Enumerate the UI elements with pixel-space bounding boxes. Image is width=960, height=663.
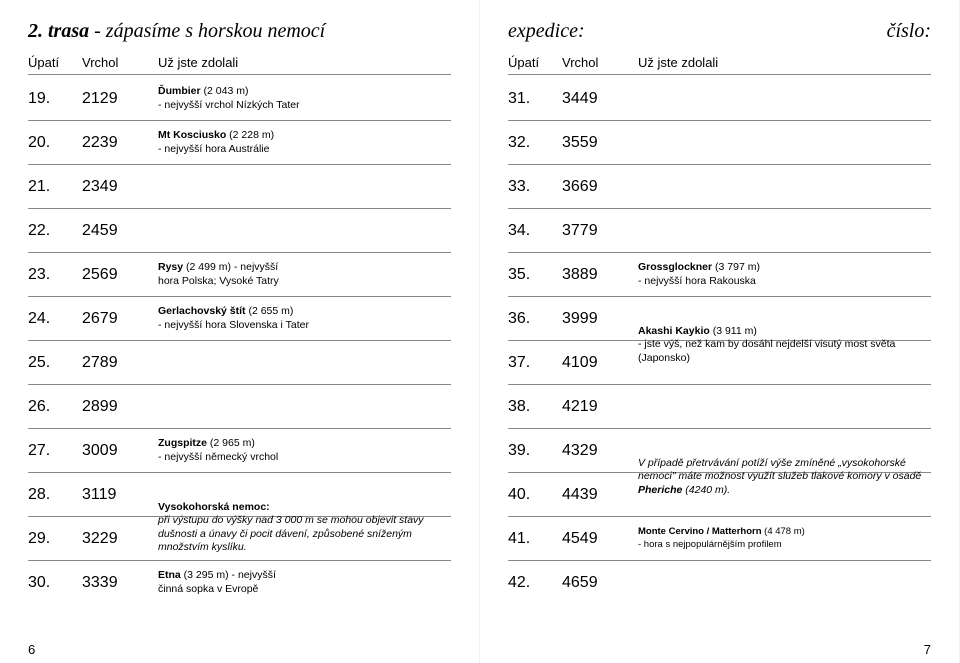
right-header-row: Úpatí Vrchol Už jste zdolali [508, 51, 931, 75]
hdr-vrchol: Vrchol [82, 55, 158, 70]
title-num: 2. [28, 20, 43, 42]
pagenum-right: 7 [924, 642, 931, 657]
row-desc: Rysy (2 499 m) - nejvyššíhora Polska; Vy… [158, 261, 451, 288]
title-cislo: číslo: [887, 20, 931, 43]
table-row: 41.4549Monte Cervino / Matterhorn (4 478… [508, 517, 931, 561]
row-index: 21. [28, 178, 82, 196]
title-expedice: expedice: [508, 20, 585, 43]
row-value: 3669 [562, 178, 638, 196]
row-value: 4329 [562, 442, 638, 460]
row-index: 33. [508, 178, 562, 196]
row-value: 4109 [562, 354, 638, 372]
table-row: 36.3999Akashi Kaykio (3 911 m)- jste výš… [508, 297, 931, 341]
row-value: 3339 [82, 574, 158, 592]
table-row: 32.3559 [508, 121, 931, 165]
row-value: 2129 [82, 90, 158, 108]
row-index: 34. [508, 222, 562, 240]
table-row: 21.2349 [28, 165, 451, 209]
row-index: 31. [508, 90, 562, 108]
table-row: 22.2459 [28, 209, 451, 253]
row-value: 3889 [562, 266, 638, 284]
row-index: 27. [28, 442, 82, 460]
hdr-upati-r: Úpatí [508, 55, 562, 70]
row-value: 2679 [82, 310, 158, 328]
row-value: 4549 [562, 530, 638, 548]
row-value: 3009 [82, 442, 158, 460]
row-value: 4439 [562, 486, 638, 504]
row-desc: Ďumbier (2 043 m)- nejvyšší vrchol Nízký… [158, 85, 451, 112]
row-value: 4659 [562, 574, 638, 592]
row-index: 37. [508, 354, 562, 372]
table-row: 25.2789 [28, 341, 451, 385]
row-index: 42. [508, 574, 562, 592]
title-rest: - zápasíme s horskou nemocí [94, 20, 325, 42]
row-desc: Zugspitze (2 965 m)- nejvyšší německý vr… [158, 437, 451, 464]
table-row: 24.2679Gerlachovský štít (2 655 m)- nejv… [28, 297, 451, 341]
row-value: 3449 [562, 90, 638, 108]
row-index: 39. [508, 442, 562, 460]
row-index: 38. [508, 398, 562, 416]
row-index: 26. [28, 398, 82, 416]
row-index: 32. [508, 134, 562, 152]
row-index: 25. [28, 354, 82, 372]
hdr-zdolali: Už jste zdolali [158, 55, 451, 70]
table-row: 30.3339Etna (3 295 m) - nejvyššíčinná so… [28, 561, 451, 605]
table-row: 42.4659 [508, 561, 931, 605]
row-desc: Gerlachovský štít (2 655 m)- nejvyšší ho… [158, 305, 451, 332]
table-row: 28.3119Vysokohorská nemoc:při výstupu do… [28, 473, 451, 517]
row-value: 3229 [82, 530, 158, 548]
row-value: 3559 [562, 134, 638, 152]
table-row: 20.2239Mt Kosciusko (2 228 m)- nejvyšší … [28, 121, 451, 165]
table-row: 27.3009Zugspitze (2 965 m)- nejvyšší něm… [28, 429, 451, 473]
hdr-upati: Úpatí [28, 55, 82, 70]
row-index: 41. [508, 530, 562, 548]
table-row: 38.4219 [508, 385, 931, 429]
row-index: 23. [28, 266, 82, 284]
right-page: expedice: číslo: Úpatí Vrchol Už jste zd… [480, 0, 960, 663]
row-desc: Etna (3 295 m) - nejvyššíčinná sopka v E… [158, 569, 451, 596]
table-row: 34.3779 [508, 209, 931, 253]
row-index: 30. [28, 574, 82, 592]
table-row: 39.4329V případě přetrvávání potíží výše… [508, 429, 931, 473]
left-page: 2. trasa - zápasíme s horskou nemocí Úpa… [0, 0, 480, 663]
row-desc: Grossglockner (3 797 m)- nejvyšší hora R… [638, 261, 931, 288]
table-row: 33.3669 [508, 165, 931, 209]
hdr-vrchol-r: Vrchol [562, 55, 638, 70]
right-title: expedice: číslo: [508, 20, 931, 43]
row-desc: Monte Cervino / Matterhorn (4 478 m)- ho… [638, 526, 931, 551]
table-row: 31.3449 [508, 77, 931, 121]
table-row: 26.2899 [28, 385, 451, 429]
left-rows: 19.2129Ďumbier (2 043 m)- nejvyšší vrcho… [28, 77, 451, 605]
hdr-zdolali-r: Už jste zdolali [638, 55, 931, 70]
row-value: 3999 [562, 310, 638, 328]
row-index: 24. [28, 310, 82, 328]
right-rows: 31.344932.355933.366934.377935.3889Gross… [508, 77, 931, 605]
row-index: 19. [28, 90, 82, 108]
row-value: 2239 [82, 134, 158, 152]
row-value: 2349 [82, 178, 158, 196]
row-value: 4219 [562, 398, 638, 416]
row-index: 35. [508, 266, 562, 284]
row-index: 22. [28, 222, 82, 240]
left-title: 2. trasa - zápasíme s horskou nemocí [28, 20, 451, 43]
row-value: 3119 [82, 486, 158, 504]
row-index: 29. [28, 530, 82, 548]
row-index: 40. [508, 486, 562, 504]
row-desc: Mt Kosciusko (2 228 m)- nejvyšší hora Au… [158, 129, 451, 156]
row-value: 2789 [82, 354, 158, 372]
table-row: 35.3889Grossglockner (3 797 m)- nejvyšší… [508, 253, 931, 297]
row-index: 20. [28, 134, 82, 152]
title-word: trasa [48, 20, 89, 42]
row-value: 3779 [562, 222, 638, 240]
left-header-row: Úpatí Vrchol Už jste zdolali [28, 51, 451, 75]
table-row: 23.2569Rysy (2 499 m) - nejvyššíhora Pol… [28, 253, 451, 297]
table-row: 19.2129Ďumbier (2 043 m)- nejvyšší vrcho… [28, 77, 451, 121]
row-index: 28. [28, 486, 82, 504]
row-value: 2459 [82, 222, 158, 240]
row-index: 36. [508, 310, 562, 328]
row-value: 2899 [82, 398, 158, 416]
pagenum-left: 6 [28, 642, 35, 657]
row-value: 2569 [82, 266, 158, 284]
